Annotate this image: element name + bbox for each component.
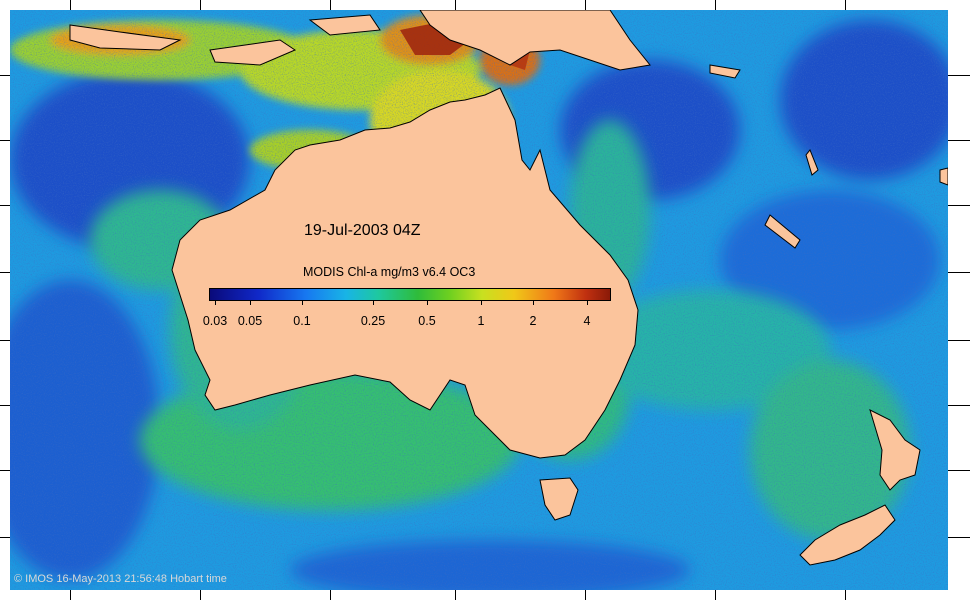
colorbar-label: 0.5 bbox=[418, 314, 436, 328]
frame-tick bbox=[200, 590, 201, 600]
colorbar-label: 2 bbox=[529, 314, 537, 328]
frame-tick bbox=[948, 140, 970, 141]
frame-tick bbox=[70, 0, 71, 10]
frame-tick bbox=[948, 205, 970, 206]
island-vanuatu bbox=[805, 149, 819, 176]
frame-tick bbox=[0, 340, 10, 341]
tasmania bbox=[539, 477, 579, 521]
new-guinea bbox=[419, 10, 651, 71]
frame-tick bbox=[0, 405, 10, 406]
credit-text: © IMOS 16-May-2013 21:56:48 Hobart time bbox=[14, 573, 227, 585]
frame-tick bbox=[0, 470, 10, 471]
new-zealand-north bbox=[869, 409, 921, 491]
frame-tick bbox=[585, 0, 586, 10]
colorbar-tick bbox=[373, 300, 374, 305]
frame-tick bbox=[948, 272, 970, 273]
frame-tick bbox=[0, 205, 10, 206]
frame-tick bbox=[0, 272, 10, 273]
new-caledonia bbox=[764, 214, 801, 249]
new-zealand-south bbox=[799, 504, 896, 566]
colorbar-label: 0.1 bbox=[293, 314, 311, 328]
colorbar-label: 0.05 bbox=[237, 314, 263, 328]
island-solomon bbox=[709, 64, 741, 79]
colorbar-label: 4 bbox=[583, 314, 591, 328]
frame-tick bbox=[0, 75, 10, 76]
colorbar-tick bbox=[215, 300, 216, 305]
frame-tick bbox=[0, 537, 10, 538]
frame-tick bbox=[200, 0, 201, 10]
frame-tick bbox=[948, 537, 970, 538]
frame-tick bbox=[948, 470, 970, 471]
frame-tick bbox=[845, 0, 846, 10]
colorbar-tick bbox=[533, 300, 534, 305]
frame-tick bbox=[330, 590, 331, 600]
island-north bbox=[308, 14, 381, 36]
frame-tick bbox=[70, 590, 71, 600]
colorbar-tick bbox=[481, 300, 482, 305]
frame-tick bbox=[455, 0, 456, 10]
frame-tick bbox=[948, 75, 970, 76]
colorbar-label: 0.03 bbox=[202, 314, 228, 328]
frame-tick bbox=[585, 590, 586, 600]
island-fiji bbox=[939, 167, 948, 186]
frame-tick bbox=[845, 590, 846, 600]
colorbar-tick bbox=[587, 300, 588, 305]
land bbox=[69, 10, 948, 566]
frame-tick bbox=[715, 590, 716, 600]
colorbar-tick bbox=[302, 300, 303, 305]
map-date-title: 19-Jul-2003 04Z bbox=[304, 222, 421, 239]
colorbar-tick bbox=[427, 300, 428, 305]
colorbar-label: 0.25 bbox=[360, 314, 386, 328]
colorbar-title: MODIS Chl-a mg/m3 v6.4 OC3 bbox=[303, 265, 476, 279]
australia bbox=[171, 87, 639, 459]
frame-tick bbox=[455, 590, 456, 600]
island-chain-west bbox=[69, 24, 182, 51]
frame-tick bbox=[0, 140, 10, 141]
frame-tick bbox=[948, 405, 970, 406]
colorbar bbox=[209, 288, 611, 301]
colorbar-tick bbox=[250, 300, 251, 305]
frame-tick bbox=[948, 340, 970, 341]
colorbar-label: 1 bbox=[477, 314, 485, 328]
timor bbox=[209, 39, 297, 66]
frame-tick bbox=[330, 0, 331, 10]
frame-tick bbox=[715, 0, 716, 10]
